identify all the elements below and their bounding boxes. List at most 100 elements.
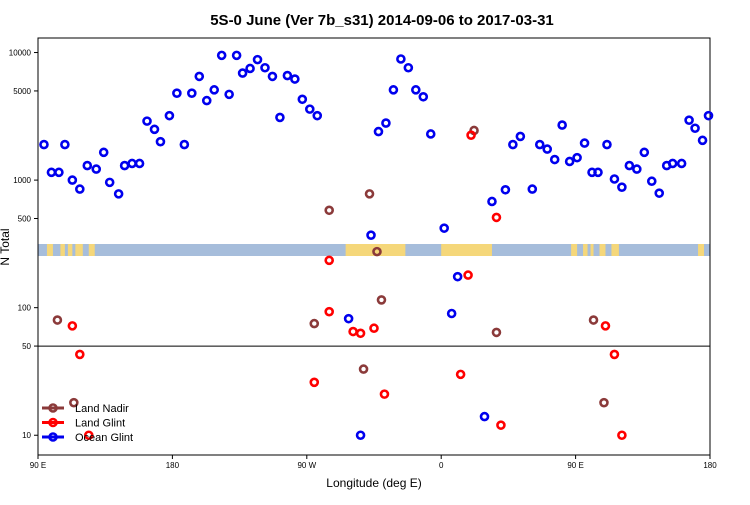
land-nadir-point bbox=[69, 397, 79, 408]
land-glint-point bbox=[369, 323, 379, 334]
land-glint-legend-label: Land Glint bbox=[75, 418, 125, 430]
map-land-segment bbox=[599, 244, 606, 256]
ocean-glint-point bbox=[515, 131, 526, 142]
ocean-glint-point bbox=[624, 160, 635, 171]
land-glint-point bbox=[609, 349, 620, 360]
ocean-glint-point bbox=[479, 411, 490, 422]
ocean-glint-point bbox=[572, 152, 582, 163]
map-land-segment bbox=[698, 244, 705, 256]
land-glint-point bbox=[379, 389, 390, 399]
ocean-glint-legend-marker bbox=[48, 432, 58, 442]
ocean-glint-point bbox=[632, 164, 642, 174]
ocean-glint-point bbox=[127, 158, 137, 169]
ocean-glint-point bbox=[134, 158, 145, 169]
land-nadir-legend-marker bbox=[48, 403, 58, 413]
ocean-glint-point bbox=[142, 116, 152, 126]
ocean-glint-point bbox=[646, 176, 657, 187]
ocean-glint-point bbox=[411, 85, 421, 95]
ocean-glint-point bbox=[355, 430, 366, 441]
ocean-glint-point bbox=[564, 156, 575, 167]
y-tick-label: 10000 bbox=[9, 49, 32, 58]
ocean-glint-point bbox=[209, 85, 220, 95]
ocean-glint-point bbox=[697, 135, 708, 146]
land-glint-point bbox=[496, 420, 506, 430]
x-tick-label: 90 E bbox=[30, 461, 46, 470]
ocean-glint-point bbox=[579, 138, 590, 148]
ocean-glint-point bbox=[201, 95, 212, 106]
ocean-glint-point bbox=[187, 88, 197, 98]
ocean-glint-point bbox=[446, 308, 457, 319]
legend: Land Nadir Land Glint Ocean Glint bbox=[42, 403, 133, 444]
ocean-glint-point bbox=[275, 112, 285, 123]
y-axis-ticks: 10 50 100 500 1000 5000 10000 bbox=[9, 49, 38, 440]
ocean-glint-point bbox=[312, 110, 323, 121]
ocean-glint-point bbox=[500, 184, 511, 195]
ocean-glint-point bbox=[119, 160, 130, 171]
ocean-glint-point bbox=[75, 184, 85, 194]
ocean-glint-point bbox=[297, 94, 308, 105]
ocean-glint-point bbox=[260, 62, 270, 73]
land-glint-point bbox=[491, 212, 502, 223]
ocean-glint-point bbox=[703, 110, 714, 121]
ocean-glint-point bbox=[216, 50, 227, 61]
ocean-glint-point bbox=[194, 71, 205, 82]
ocean-glint-point bbox=[667, 158, 678, 169]
ocean-glint-point bbox=[91, 164, 102, 174]
land-glint-point bbox=[455, 369, 466, 380]
ocean-glint-point bbox=[231, 50, 242, 61]
x-tick-label: 90 E bbox=[567, 461, 583, 470]
land-glint-point bbox=[324, 255, 335, 266]
y-tick-label: 100 bbox=[18, 304, 32, 313]
ocean-glint-point bbox=[179, 139, 190, 150]
x-tick-label: 90 W bbox=[297, 461, 316, 470]
y-tick-label: 500 bbox=[18, 215, 32, 224]
land-nadir-point bbox=[324, 205, 335, 216]
x-axis-label: Longitude (deg E) bbox=[326, 476, 421, 490]
land-glint-point bbox=[355, 328, 366, 339]
x-tick-label: 180 bbox=[703, 461, 717, 470]
ocean-glint-point bbox=[418, 91, 429, 102]
ocean-glint-point bbox=[373, 126, 384, 137]
ocean-glint-point bbox=[388, 85, 399, 95]
ocean-glint-point bbox=[304, 104, 315, 114]
x-tick-label: 0 bbox=[439, 461, 444, 470]
map-land-segment bbox=[75, 244, 83, 256]
ocean-glint-point bbox=[425, 129, 436, 139]
x-tick-label: 180 bbox=[166, 461, 180, 470]
ocean-glint-point bbox=[343, 313, 354, 324]
ocean-glint-legend-label: Ocean Glint bbox=[75, 432, 133, 444]
ocean-glint-point bbox=[527, 184, 538, 194]
land-nadir-point bbox=[52, 315, 63, 325]
map-land-segment bbox=[60, 244, 65, 256]
chart-title: 5S-0 June (Ver 7b_s31) 2014-09-06 to 201… bbox=[210, 12, 554, 29]
ocean-glint-point bbox=[172, 88, 182, 98]
ocean-glint-point bbox=[690, 123, 700, 134]
y-axis-label: N Total bbox=[0, 228, 12, 265]
land-nadir-point bbox=[491, 327, 502, 338]
ocean-glint-point bbox=[381, 118, 391, 128]
ocean-glint-point bbox=[82, 160, 93, 171]
land-glint-point bbox=[348, 326, 358, 337]
ocean-glint-point bbox=[366, 230, 376, 240]
x-axis-ticks: 90 E 180 90 W 0 90 E 180 bbox=[30, 455, 717, 470]
ocean-glint-point bbox=[617, 182, 627, 192]
ocean-glint-point bbox=[676, 158, 687, 169]
map-land-segment bbox=[571, 244, 578, 256]
map-land-segment bbox=[345, 244, 406, 256]
ocean-glint-point bbox=[593, 167, 603, 178]
land-nadir-legend-label: Land Nadir bbox=[75, 403, 129, 415]
land-glint-point bbox=[463, 270, 473, 280]
ocean-glint-point bbox=[224, 89, 234, 100]
land-glint-point bbox=[75, 349, 85, 360]
map-land-segment bbox=[67, 244, 73, 256]
ocean-glint-point bbox=[113, 189, 124, 199]
land-glint-point bbox=[600, 321, 611, 331]
land-nadir-point bbox=[358, 364, 369, 374]
ocean-glint-point bbox=[252, 54, 263, 65]
map-land-segment bbox=[46, 244, 53, 256]
ocean-glint-point bbox=[155, 136, 166, 147]
ocean-glint-point bbox=[487, 196, 497, 207]
land-glint-point bbox=[309, 377, 320, 388]
ocean-glint-point bbox=[609, 174, 620, 184]
